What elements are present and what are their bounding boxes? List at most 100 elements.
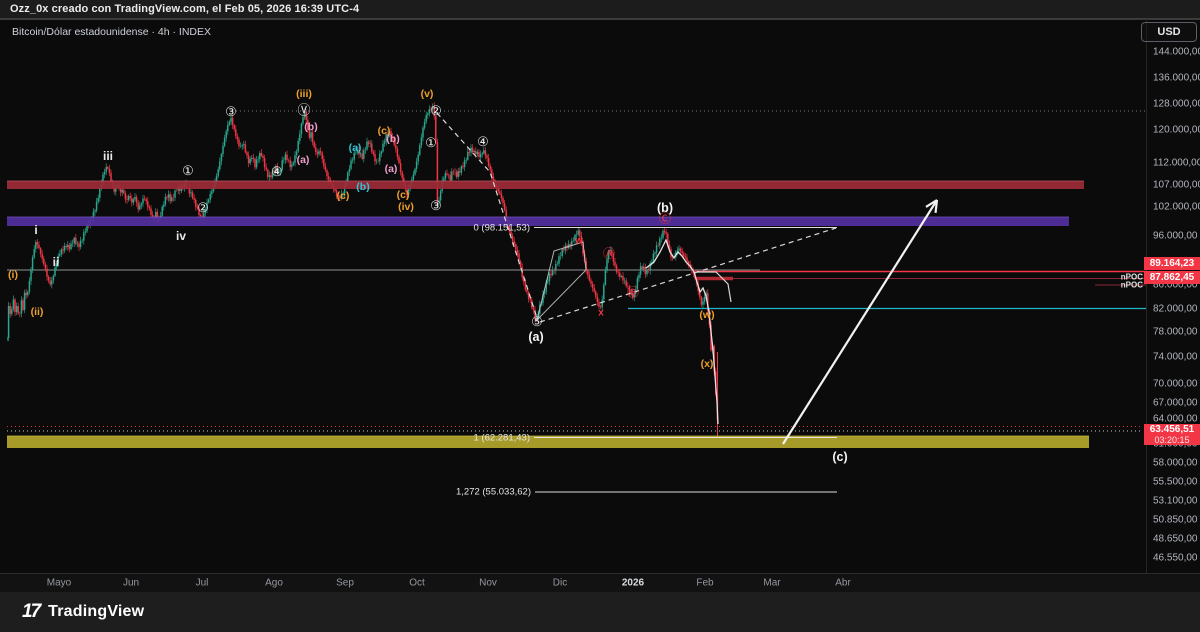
wave-label[interactable]: ④ — [477, 134, 489, 149]
wave-label[interactable]: (v) — [420, 88, 434, 100]
trend-channel[interactable] — [536, 241, 587, 322]
wave-label[interactable]: iv — [175, 229, 187, 243]
currency-toggle-label: USD — [1157, 26, 1181, 38]
supply-zone-red[interactable] — [7, 181, 1084, 189]
price-tick: 48.650,00 — [1153, 533, 1198, 545]
wave-label[interactable]: (x) — [700, 358, 714, 370]
price-tick: 50.850,00 — [1153, 514, 1198, 526]
wave-label[interactable]: (ii) — [30, 306, 44, 318]
price-tick: 82.000,00 — [1153, 303, 1198, 315]
price-tick: 46.550,00 — [1153, 552, 1198, 564]
wave-label[interactable]: (a) — [528, 330, 544, 344]
wave-label[interactable]: (b) — [304, 121, 318, 133]
wave-label[interactable]: (iv) — [398, 201, 414, 213]
tradingview-logo-icon[interactable]: 17 — [22, 601, 41, 622]
top-bar: Ozz_0x creado con TradingView.com, el Fe… — [0, 0, 1200, 19]
white-brush-path[interactable] — [645, 238, 719, 425]
wave-label[interactable]: (b) — [356, 181, 370, 193]
wave-label[interactable]: ③ — [225, 104, 237, 119]
wave-label[interactable]: (a) — [296, 154, 310, 166]
time-tick: Jul — [195, 577, 209, 589]
wave-label[interactable]: ① — [425, 135, 437, 150]
price-tick: 74.000,00 — [1153, 351, 1198, 363]
price-tick: 96.000,00 — [1153, 230, 1198, 242]
wave-label[interactable]: ③ — [430, 198, 442, 213]
level-lines[interactable] — [7, 110, 1146, 432]
wave-label[interactable]: (w) — [699, 309, 715, 321]
symbol-legend[interactable]: Bitcoin/Dólar estadounidense · 4h · INDE… — [12, 26, 212, 38]
price-line-badge: 87.862,45 — [1144, 270, 1200, 284]
price-tick: 128.000,00 — [1153, 98, 1200, 110]
time-tick: Nov — [479, 577, 497, 589]
wave-label[interactable]: (b) — [657, 201, 673, 215]
time-tick: Feb — [696, 577, 714, 589]
price-tick: 53.100,00 — [1153, 495, 1198, 507]
wave-label[interactable]: ④ — [271, 164, 283, 179]
snapshot-attribution: Ozz_0x creado con TradingView.com, el Fe… — [10, 3, 360, 15]
wave-label[interactable]: i — [34, 223, 38, 237]
price-tick: 64.000,00 — [1153, 413, 1198, 425]
white-hook-path[interactable] — [697, 271, 732, 303]
wave-label[interactable]: ② — [197, 200, 209, 215]
price-tick: 78.000,00 — [1153, 326, 1198, 338]
wave-label[interactable]: (c) — [832, 450, 848, 464]
wave-label[interactable]: x — [598, 307, 604, 319]
wave-label[interactable]: ii — [52, 255, 60, 269]
projection-arrow[interactable] — [782, 199, 938, 445]
watermark-strip: 17 TradingView — [0, 592, 1200, 632]
dashed-rising-trendline[interactable] — [539, 227, 837, 323]
currency-toggle-button[interactable]: USD — [1141, 22, 1197, 42]
price-tick: 107.000,00 — [1153, 179, 1200, 191]
current-price-badge: 63.456,51 03:20:15 — [1144, 424, 1200, 445]
projection-arrowhead — [934, 199, 939, 214]
candlestick-series[interactable] — [7, 102, 719, 437]
projection-arrowhead — [925, 199, 938, 208]
time-tick: Oct — [409, 577, 425, 589]
bar-countdown: 03:20:15 — [1154, 434, 1190, 445]
price-tick: 70.000,00 — [1153, 378, 1198, 390]
price-tick: 136.000,00 — [1153, 72, 1200, 84]
time-tick: 2026 — [621, 577, 645, 589]
wave-label[interactable]: (a) — [384, 163, 398, 175]
wave-label[interactable]: Ⓐ — [602, 246, 616, 261]
price-line-badge: 89.164,23 — [1144, 257, 1200, 270]
wave-label[interactable]: (c) — [396, 189, 410, 201]
wave-label[interactable]: (iii) — [296, 88, 312, 100]
wave-label[interactable]: w — [575, 235, 583, 247]
wave-label[interactable]: Ⓑ — [626, 285, 640, 300]
price-tick: 102.000,00 — [1153, 201, 1200, 213]
wave-label[interactable]: (b) — [386, 133, 400, 145]
price-tick: 86.000,00 — [1153, 279, 1198, 291]
wave-label[interactable]: Ⓥ — [297, 102, 311, 118]
npoc-label: nPOC — [1120, 272, 1143, 282]
time-tick: Dic — [552, 577, 568, 589]
price-tick: 144.000,00 — [1153, 46, 1200, 58]
time-tick: Mayo — [46, 577, 72, 589]
wave-label[interactable]: (c) — [336, 190, 350, 202]
wave-label[interactable]: ② — [430, 103, 442, 118]
time-tick: Mar — [763, 577, 781, 589]
time-tick: Jun — [122, 577, 140, 589]
zone-rectangles[interactable] — [7, 180, 1089, 448]
wave-label[interactable]: (i) — [8, 269, 18, 281]
tradingview-brand-text[interactable]: TradingView — [48, 603, 145, 620]
time-tick: Sep — [336, 577, 354, 589]
drawings[interactable] — [436, 112, 939, 493]
price-axis[interactable]: 144.000,00 136.000,00 128.000,00 120.000,00… — [1121, 19, 1200, 573]
wave-label[interactable]: (a) — [348, 142, 362, 154]
wave-label[interactable]: iii — [102, 149, 114, 163]
wave-label[interactable]: ① — [182, 163, 194, 178]
time-tick: Ago — [265, 577, 283, 589]
current-price-value: 63.456,51 — [1149, 423, 1195, 435]
wave-label[interactable]: ⑤ — [531, 314, 543, 329]
wave-label[interactable]: (c) — [377, 125, 391, 137]
dashed-decline[interactable] — [436, 112, 538, 319]
time-axis[interactable]: Mayo Jun Jul Ago Sep Oct Nov Dic 2026 Feb Mar Abr — [0, 573, 1200, 592]
price-tick: 112.000,00 — [1153, 157, 1200, 169]
price-tick: 58.000,00 — [1153, 457, 1198, 469]
price-tick: 67.000,00 — [1153, 397, 1198, 409]
demand-zone-purple[interactable] — [7, 217, 1069, 226]
target-zone-yellow[interactable] — [7, 436, 1089, 448]
price-tick: 55.500,00 — [1153, 476, 1198, 488]
wave-label[interactable]: Ⓒ — [658, 211, 672, 226]
